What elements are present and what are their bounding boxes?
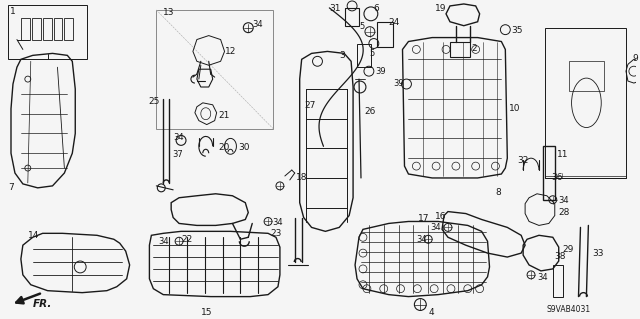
Bar [8, 5, 87, 59]
Bar [21, 18, 30, 40]
Bar [545, 28, 626, 178]
Text: 30: 30 [238, 143, 250, 152]
Text: 34: 34 [252, 20, 263, 29]
Text: 34: 34 [158, 237, 169, 246]
Text: 29: 29 [563, 245, 574, 254]
Text: 15: 15 [201, 308, 212, 317]
Bar [568, 61, 604, 91]
Text: 14: 14 [28, 231, 39, 240]
Text: 33: 33 [593, 249, 604, 258]
Text: 19: 19 [435, 4, 446, 13]
Text: 34: 34 [272, 218, 283, 226]
Text: 34: 34 [417, 235, 427, 244]
Text: 21: 21 [219, 111, 230, 120]
Text: 5: 5 [359, 22, 364, 31]
Text: S9VAB4031: S9VAB4031 [547, 305, 591, 314]
Text: 36: 36 [551, 173, 563, 182]
Text: 8: 8 [495, 188, 501, 197]
Text: 34: 34 [173, 133, 184, 143]
Bar [553, 265, 563, 297]
Text: 28: 28 [559, 208, 570, 217]
Text: 23: 23 [270, 229, 282, 238]
Text: 13: 13 [163, 8, 175, 17]
Bar [65, 18, 74, 40]
Text: 3: 3 [339, 51, 345, 60]
Bar [54, 18, 63, 40]
Text: 27: 27 [305, 101, 316, 110]
Bar [450, 41, 470, 57]
Text: 7: 7 [8, 183, 14, 192]
Text: 1: 1 [10, 7, 16, 16]
Text: 26: 26 [364, 107, 375, 116]
Text: 20: 20 [219, 143, 230, 152]
Text: 25: 25 [148, 97, 160, 106]
Bar [43, 18, 52, 40]
Text: 5: 5 [369, 49, 374, 58]
Text: FR.: FR. [33, 299, 52, 308]
Text: 9: 9 [632, 54, 637, 63]
Text: 12: 12 [225, 48, 236, 56]
Text: 39: 39 [394, 79, 404, 88]
Bar [32, 18, 41, 40]
Text: 22: 22 [181, 235, 192, 244]
Text: 18: 18 [296, 173, 307, 182]
Bar [156, 10, 273, 129]
Text: 24: 24 [388, 18, 400, 27]
Text: 34: 34 [559, 196, 570, 205]
Bar [345, 8, 359, 26]
Bar [543, 146, 555, 200]
Bar [357, 43, 371, 67]
Text: 6: 6 [374, 4, 380, 13]
Text: 10: 10 [509, 104, 521, 113]
Text: 2: 2 [472, 43, 477, 53]
Text: 34: 34 [430, 223, 441, 233]
Bar [377, 22, 392, 48]
Text: 38: 38 [555, 252, 566, 261]
Text: 31: 31 [330, 4, 341, 13]
Text: 17: 17 [419, 213, 430, 223]
Text: 34: 34 [537, 273, 548, 282]
Text: 37: 37 [172, 150, 183, 159]
Text: 11: 11 [557, 150, 568, 159]
Text: 39: 39 [375, 67, 385, 76]
Bar [545, 176, 626, 178]
Text: 35: 35 [511, 26, 523, 35]
Text: 4: 4 [428, 308, 434, 317]
Text: 16: 16 [435, 211, 447, 220]
Text: 32: 32 [517, 156, 529, 165]
